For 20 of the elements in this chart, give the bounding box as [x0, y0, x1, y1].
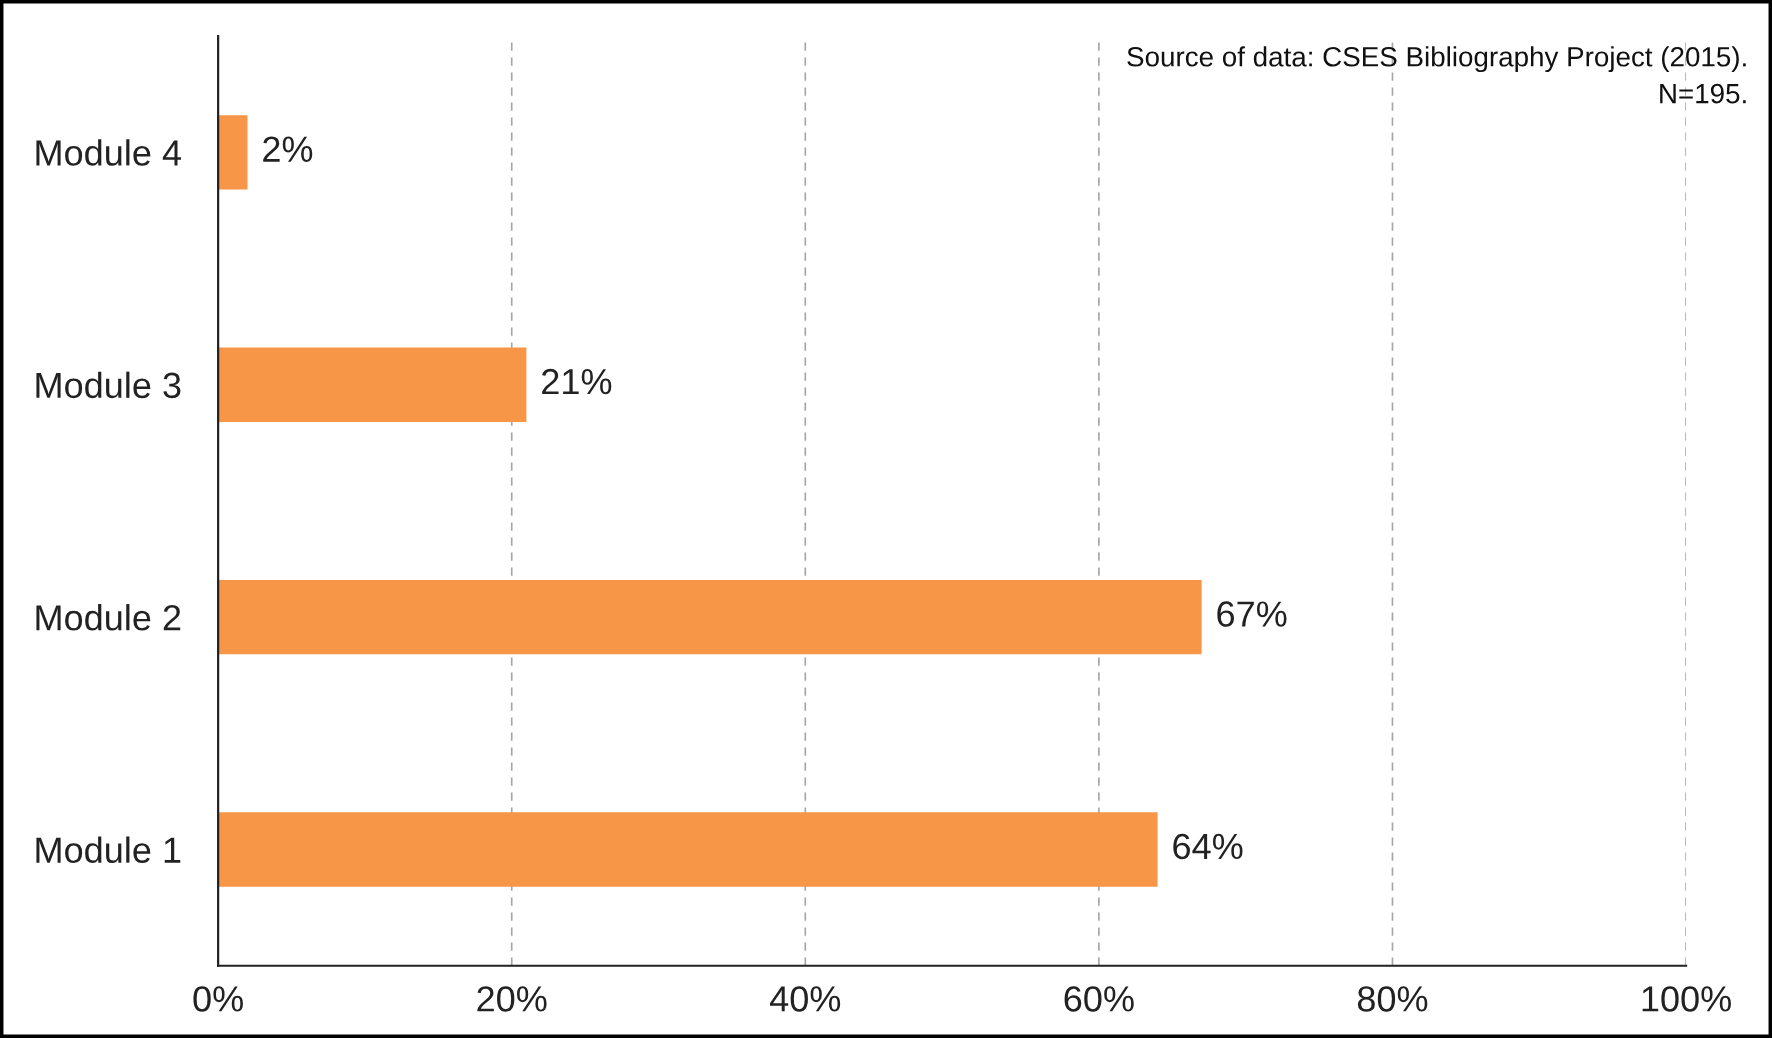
data-label: 64%: [1173, 833, 1243, 860]
x-tick-label: 80%: [1357, 986, 1428, 1012]
data-label: 67%: [1217, 601, 1287, 627]
annotation: N=195.: [1660, 83, 1746, 104]
y-tick-label: Module 1: [36, 836, 181, 863]
x-tick-label: 60%: [1064, 986, 1134, 1012]
bar: [218, 579, 1202, 655]
x-tick-label: 20%: [477, 986, 547, 1012]
bar: [218, 347, 527, 422]
x-tick-label: 0%: [193, 986, 243, 1012]
x-tick-label: 100%: [1642, 986, 1731, 1012]
y-tick-label: Module 4: [36, 139, 181, 166]
y-tick-label: Module 2: [36, 604, 181, 631]
bar: [218, 115, 248, 190]
bar: [218, 812, 1158, 887]
data-label: 2%: [263, 136, 313, 162]
data-label: 21%: [542, 368, 612, 395]
x-tick-label: 40%: [770, 986, 841, 1012]
y-tick-label: Module 3: [36, 371, 181, 399]
annotation: Source of data: CSES Bibliography Project (2015).: [1127, 46, 1746, 73]
